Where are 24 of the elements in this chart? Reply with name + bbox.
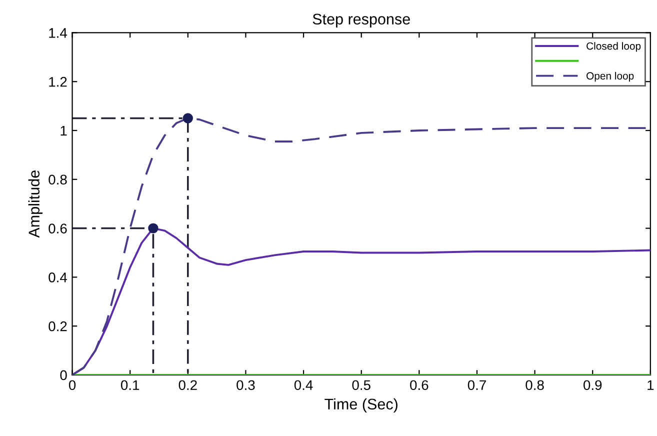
x-tick-label: 0.9: [584, 380, 602, 390]
x-axis-title: Time (Sec): [324, 398, 398, 413]
y-tick-label: 1.4: [49, 28, 68, 38]
y-tick-label: 0.8: [48, 174, 67, 185]
x-tick-label: 0: [68, 380, 76, 390]
y-tick-label: 1.2: [49, 76, 67, 87]
x-tick-label: 0.5: [352, 380, 370, 390]
x-tick-label: 0.4: [294, 380, 313, 390]
legend-label: Closed loop: [586, 42, 641, 52]
x-tick-label: 0.6: [410, 380, 428, 390]
x-tick-label: 0.1: [120, 380, 140, 390]
x-tick-label: 0.3: [236, 380, 255, 390]
y-tick-label: 0: [60, 370, 67, 380]
y-axis-title: Amplitude: [28, 170, 43, 238]
y-tick-label: 0.2: [48, 321, 67, 332]
y-tick-label: 0.4: [48, 272, 68, 282]
y-tick-label: 0.6: [48, 224, 67, 234]
x-tick-label: 0.7: [468, 380, 486, 390]
chart-title: Step response: [312, 14, 410, 28]
x-tick-label: 0.8: [526, 380, 544, 390]
y-tick-label: 1: [60, 126, 67, 136]
x-tick-label: 1: [648, 380, 654, 390]
legend-label: Open loop: [586, 72, 634, 82]
x-tick-label: 0.2: [178, 380, 197, 390]
